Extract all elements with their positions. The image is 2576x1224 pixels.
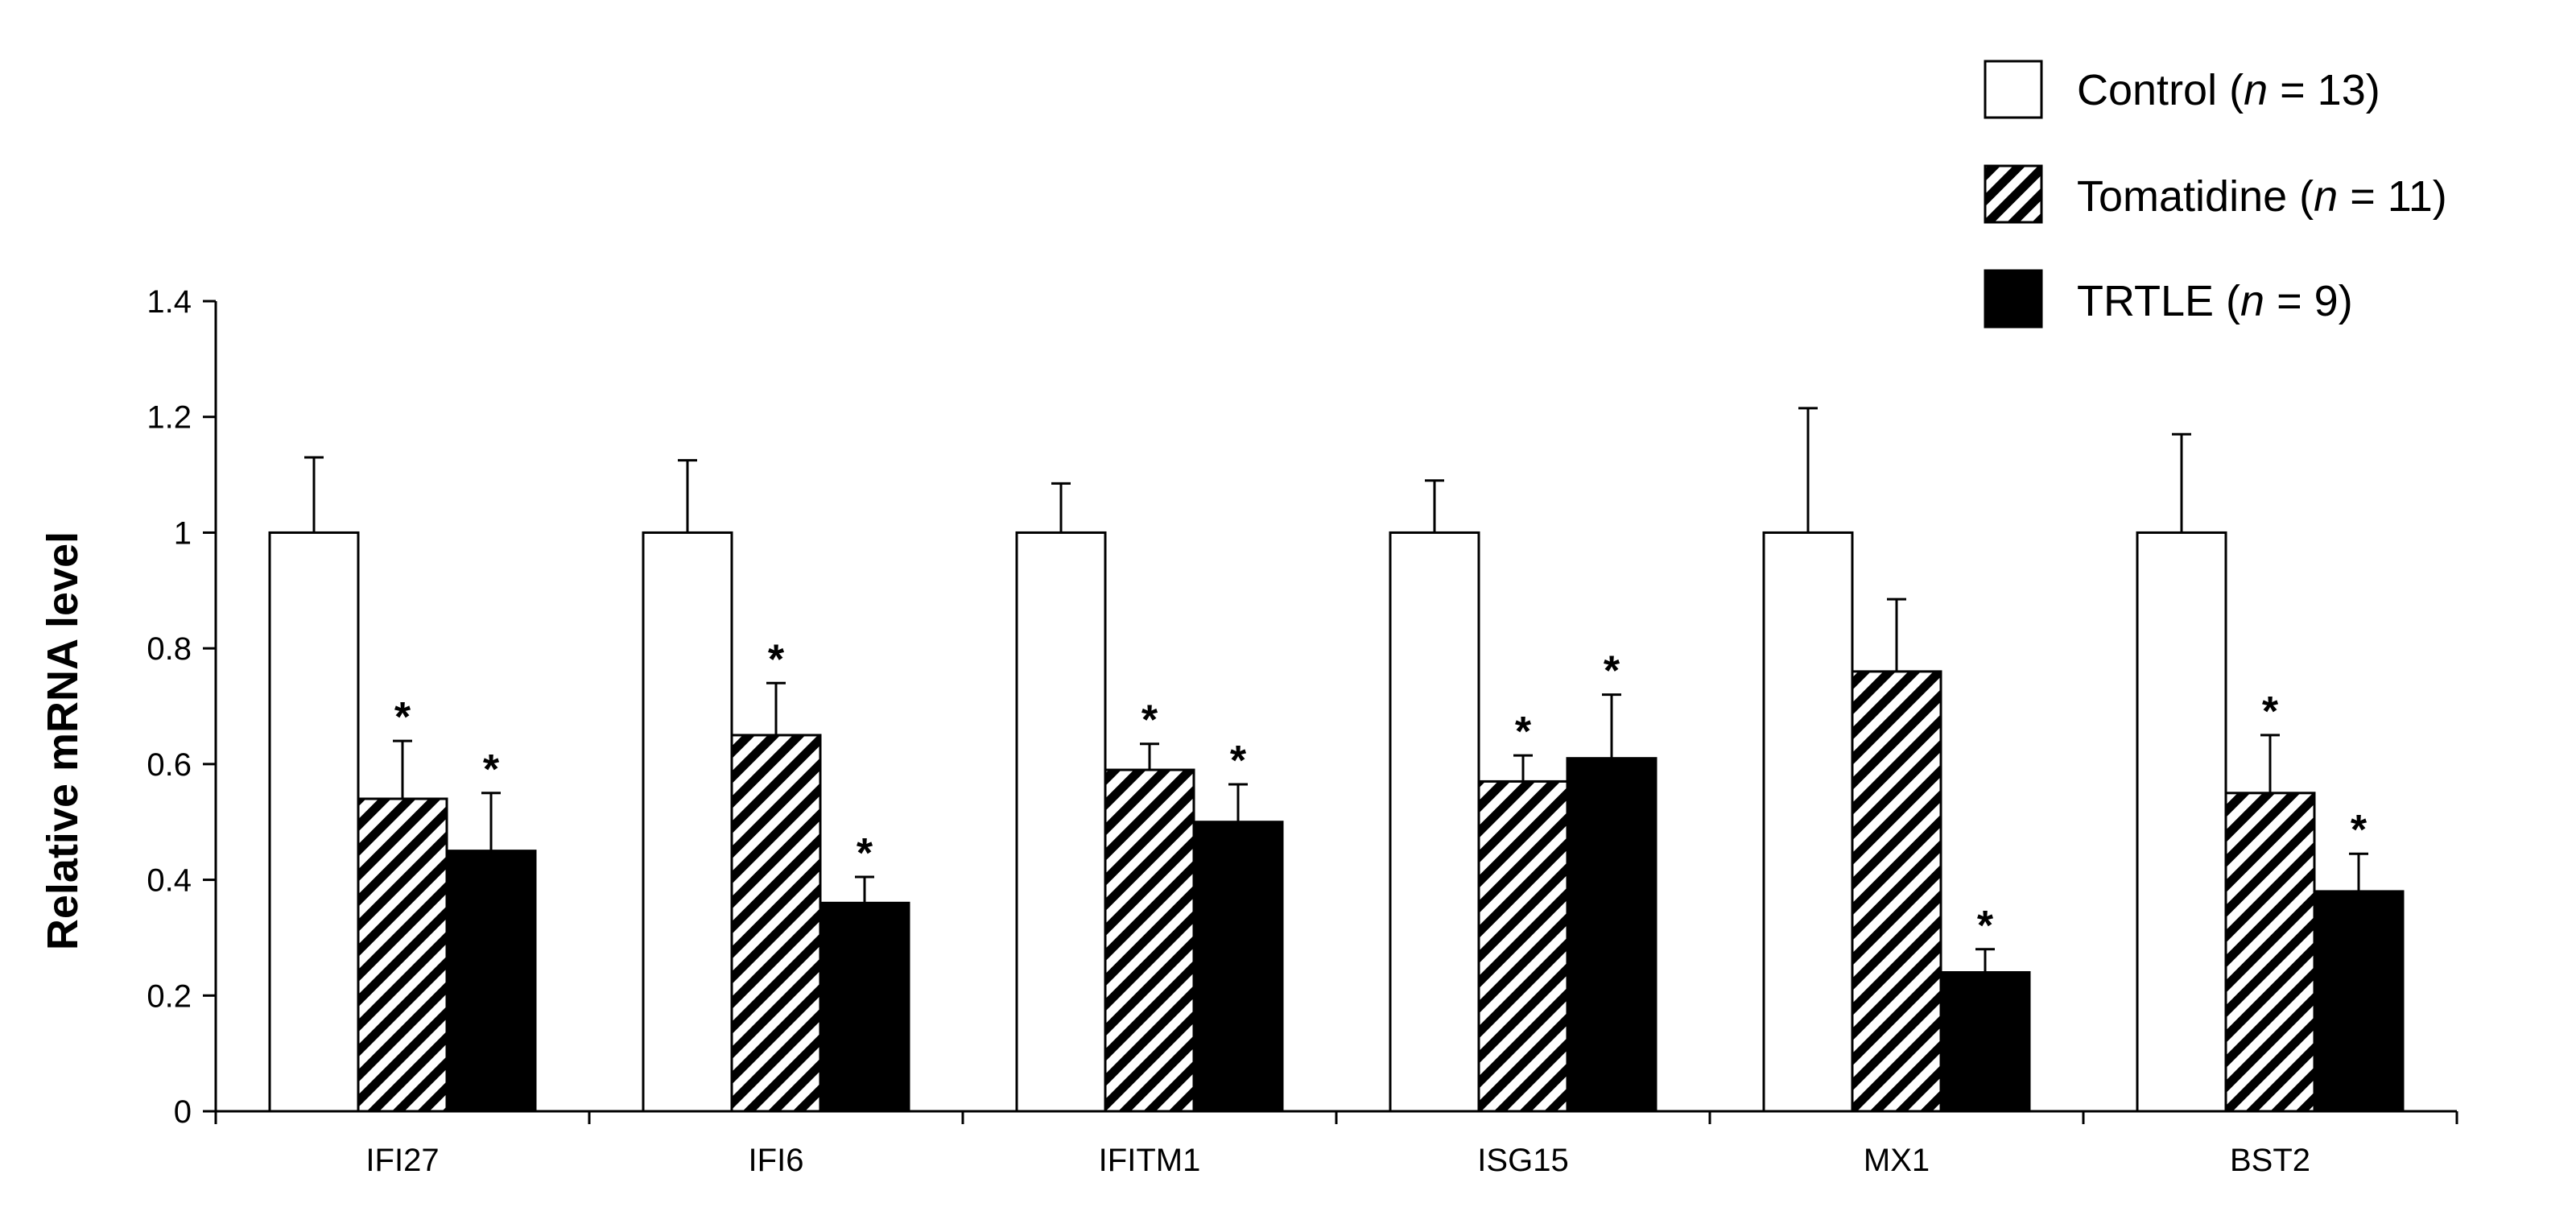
significance-star: * xyxy=(768,636,785,683)
x-tick-label: IFI27 xyxy=(365,1143,439,1178)
y-axis-label: Relative mRNA level xyxy=(39,531,87,950)
y-tick-label: 1 xyxy=(174,515,192,551)
legend-swatch-tomatidine xyxy=(1984,164,2043,224)
legend-label-control: Control (n = 13) xyxy=(2077,66,2380,114)
bar-control-ifi27 xyxy=(268,531,360,1113)
x-tick-label: IFITM1 xyxy=(1099,1143,1201,1178)
legend-item-control: Control (n = 13) xyxy=(1984,60,2380,119)
bar-tomatidine-ifi6 xyxy=(730,734,822,1113)
bar-trtle-isg15 xyxy=(1566,757,1657,1113)
bar-tomatidine-bst2 xyxy=(2224,792,2316,1113)
significance-star: * xyxy=(1141,697,1158,744)
legend-swatch-control xyxy=(1984,60,2043,119)
significance-star: * xyxy=(483,746,500,793)
bar-trtle-ifi27 xyxy=(445,850,537,1113)
legend-label-tomatidine: Tomatidine (n = 11) xyxy=(2077,172,2447,221)
y-tick-label: 1.2 xyxy=(147,400,192,436)
y-tick-label: 0.8 xyxy=(147,631,192,667)
y-tick-label: 0.4 xyxy=(147,863,192,899)
legend-item-tomatidine: Tomatidine (n = 11) xyxy=(1984,164,2447,224)
significance-star: * xyxy=(2262,688,2279,735)
axes: 0 0.2 0.4 0.6 0.8 1 1.2 1.4 IFI27 IFI6 IFITM1 ISG15… xyxy=(147,284,2458,1178)
bar-trtle-mx1 xyxy=(1939,971,2031,1113)
bars: * * * * * * * * * * * xyxy=(268,407,2405,1113)
x-tick-label: IFI6 xyxy=(749,1143,804,1178)
y-tick-label: 0 xyxy=(174,1094,192,1130)
bar-control-bst2 xyxy=(2136,531,2227,1113)
bar-tomatidine-ifi27 xyxy=(357,797,448,1113)
significance-star: * xyxy=(394,694,411,741)
significance-star: * xyxy=(2351,807,2368,854)
bar-tomatidine-ifitm1 xyxy=(1104,768,1195,1113)
y-tick-label: 0.2 xyxy=(147,978,192,1014)
bar-control-ifi6 xyxy=(642,531,733,1113)
legend: Control (n = 13) Tomatidine (n = 11) TRT… xyxy=(1984,60,2447,329)
bar-tomatidine-mx1 xyxy=(1851,670,1942,1113)
significance-star: * xyxy=(1977,903,1994,949)
legend-label-trtle: TRTLE (n = 9) xyxy=(2077,277,2353,325)
x-tick-label: ISG15 xyxy=(1477,1143,1568,1178)
bar-trtle-ifi6 xyxy=(819,901,910,1113)
y-tick-label: 1.4 xyxy=(147,284,192,320)
y-tick-label: 0.6 xyxy=(147,747,192,783)
legend-swatch-trtle xyxy=(1984,269,2043,329)
bar-tomatidine-isg15 xyxy=(1477,779,1569,1113)
significance-star: * xyxy=(1515,709,1532,755)
bar-control-ifitm1 xyxy=(1015,531,1107,1113)
bar-trtle-ifitm1 xyxy=(1192,821,1284,1113)
significance-star: * xyxy=(857,830,873,877)
significance-star: * xyxy=(1604,648,1620,695)
bar-control-mx1 xyxy=(1762,531,1854,1113)
x-tick-label: MX1 xyxy=(1864,1143,1930,1178)
significance-star: * xyxy=(1230,738,1247,784)
bar-control-isg15 xyxy=(1389,531,1480,1113)
legend-item-trtle: TRTLE (n = 9) xyxy=(1984,269,2353,329)
bar-trtle-bst2 xyxy=(2313,890,2405,1113)
x-tick-label: BST2 xyxy=(2230,1143,2310,1178)
